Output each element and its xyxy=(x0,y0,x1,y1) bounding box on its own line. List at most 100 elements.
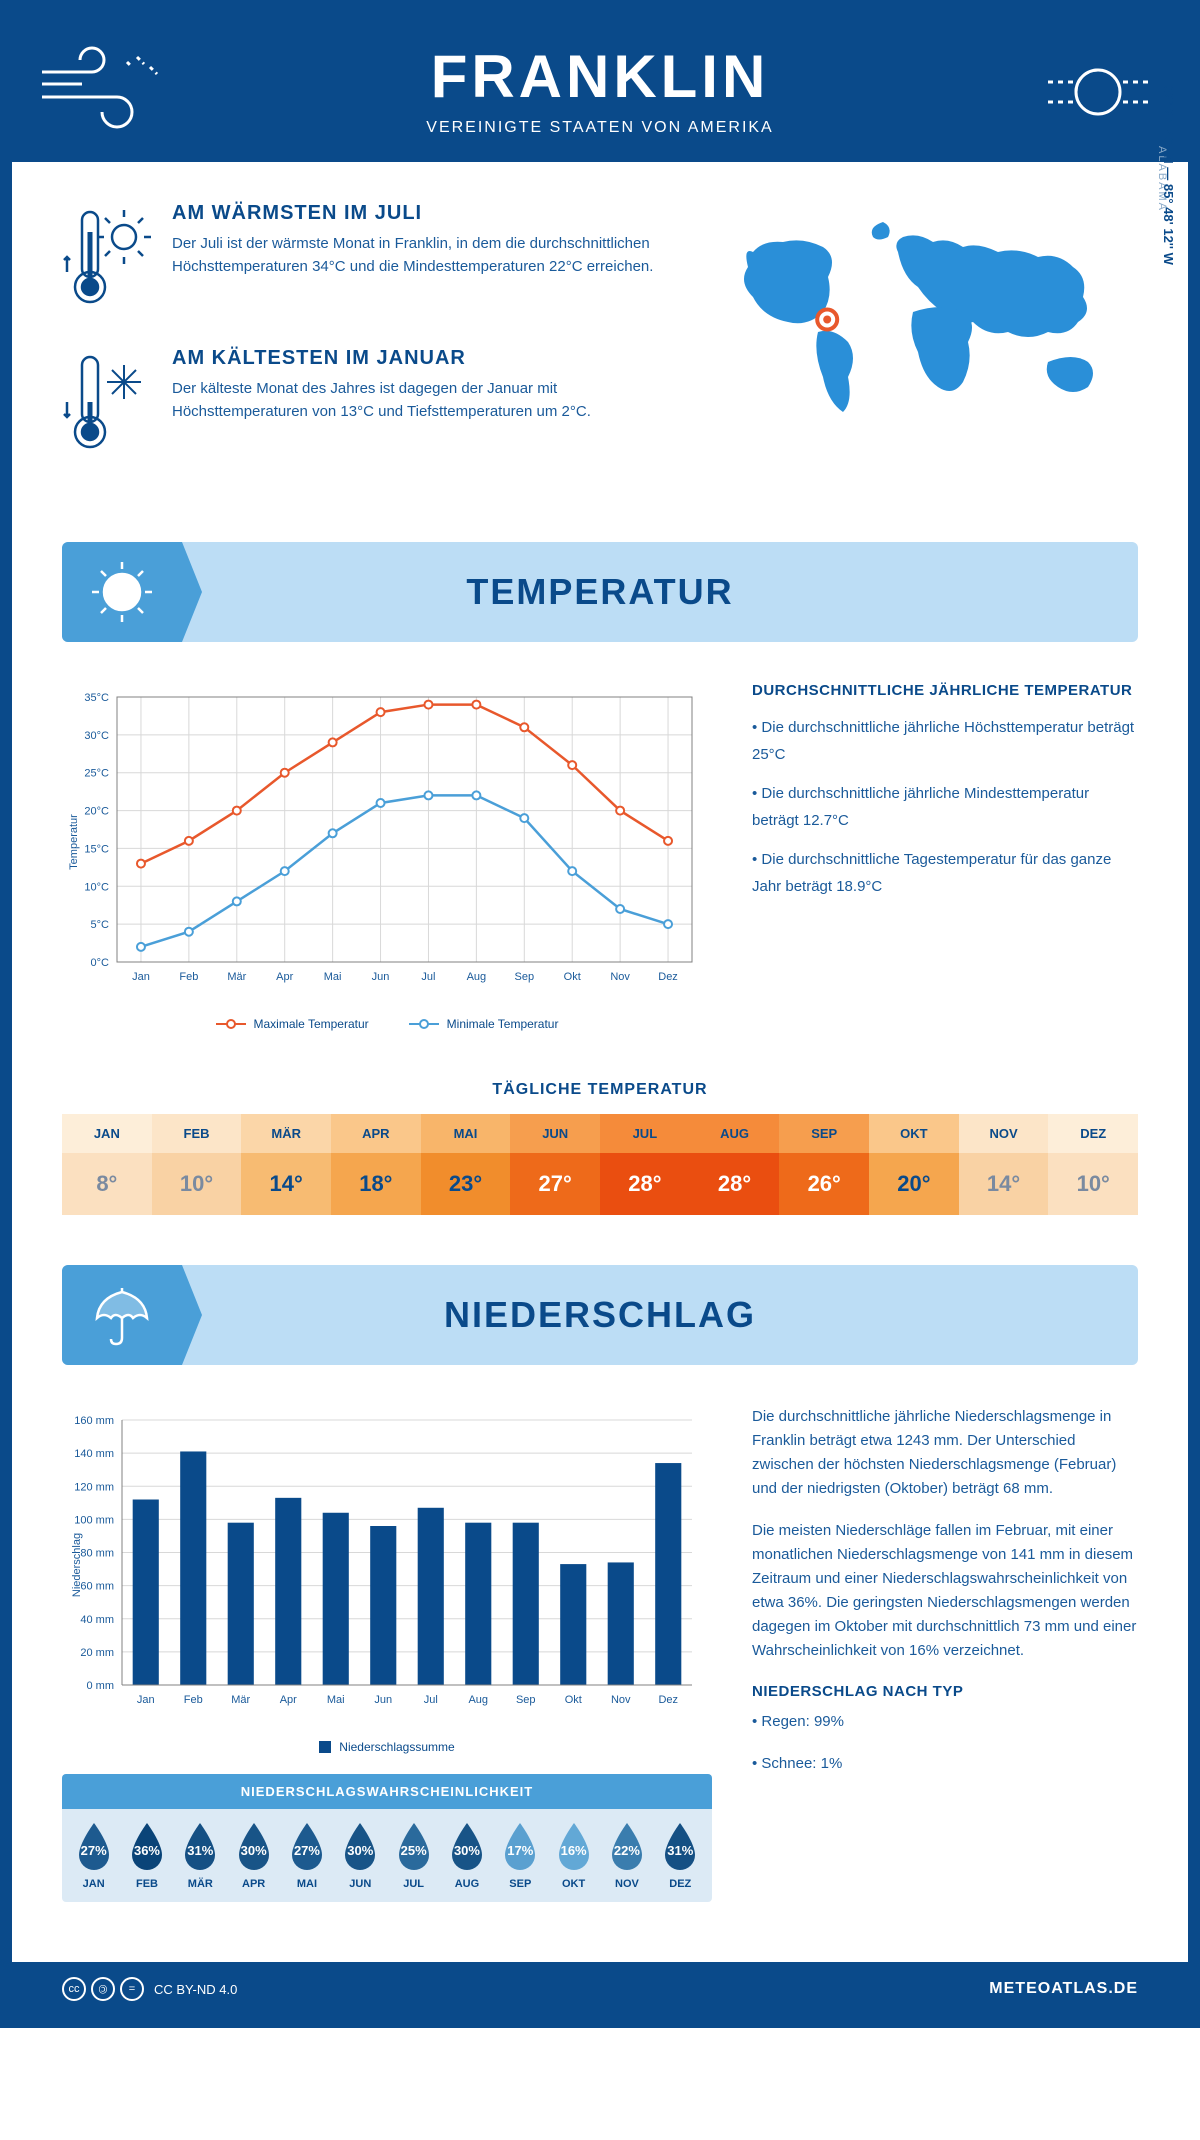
svg-text:Temperatur: Temperatur xyxy=(68,814,80,870)
coordinates: 32° 27' 40'' N — 85° 48' 12'' W xyxy=(1161,86,1176,265)
intro-section: AM WÄRMSTEN IM JULI Der Juli ist der wär… xyxy=(12,162,1188,522)
wind-icon-left xyxy=(32,42,172,142)
svg-text:Mär: Mär xyxy=(231,1694,250,1706)
probability-month: AUG xyxy=(440,1878,493,1890)
temp-table-cell: FEB10° xyxy=(152,1114,242,1215)
temp-table-value: 8° xyxy=(62,1153,152,1215)
temp-table-cell: JUN27° xyxy=(510,1114,600,1215)
svg-text:140 mm: 140 mm xyxy=(74,1448,114,1460)
probability-month: DEZ xyxy=(654,1878,707,1890)
precip-type-title: NIEDERSCHLAG NACH TYP xyxy=(752,1683,1138,1700)
temp-table-month: OKT xyxy=(869,1114,959,1153)
precipitation-section: 0 mm20 mm40 mm60 mm80 mm100 mm120 mm140 … xyxy=(12,1385,1188,1922)
temp-info-point: • Die durchschnittliche Tagestemperatur … xyxy=(752,846,1138,900)
svg-text:Jul: Jul xyxy=(424,1694,438,1706)
svg-text:80 mm: 80 mm xyxy=(80,1548,114,1560)
precipitation-info: Die durchschnittliche jährliche Niedersc… xyxy=(752,1405,1138,1902)
temp-table-month: JUN xyxy=(510,1114,600,1153)
drop-icon: 31% xyxy=(659,1821,701,1873)
svg-text:160 mm: 160 mm xyxy=(74,1415,114,1427)
svg-text:Okt: Okt xyxy=(564,971,581,983)
probability-cell: 22% NOV xyxy=(600,1821,653,1890)
thermometer-hot-icon xyxy=(62,202,152,317)
probability-month: FEB xyxy=(120,1878,173,1890)
svg-text:20 mm: 20 mm xyxy=(80,1647,114,1659)
drop-icon: 30% xyxy=(233,1821,275,1873)
temp-table-value: 27° xyxy=(510,1153,600,1215)
svg-text:Sep: Sep xyxy=(516,1694,536,1706)
thermometer-cold-icon xyxy=(62,347,152,462)
coldest-title: AM KÄLTESTEN IM JANUAR xyxy=(172,347,688,370)
coldest-block: AM KÄLTESTEN IM JANUAR Der kälteste Mona… xyxy=(62,347,688,462)
probability-header: NIEDERSCHLAGSWAHRSCHEINLICHKEIT xyxy=(62,1774,712,1809)
precipitation-chart: 0 mm20 mm40 mm60 mm80 mm100 mm120 mm140 … xyxy=(62,1405,712,1725)
svg-text:Sep: Sep xyxy=(515,971,535,983)
svg-text:35°C: 35°C xyxy=(84,692,109,704)
temp-info-title: DURCHSCHNITTLICHE JÄHRLICHE TEMPERATUR xyxy=(752,682,1138,699)
probability-cell: 30% APR xyxy=(227,1821,280,1890)
temp-table-month: MÄR xyxy=(241,1114,331,1153)
cc-icons: cc 🄯 = xyxy=(62,1977,144,2001)
temperature-info: DURCHSCHNITTLICHE JÄHRLICHE TEMPERATUR •… xyxy=(752,682,1138,1031)
probability-month: MÄR xyxy=(174,1878,227,1890)
warmest-text: Der Juli ist der wärmste Monat in Frankl… xyxy=(172,233,688,278)
svg-text:Jun: Jun xyxy=(374,1694,392,1706)
drop-icon: 17% xyxy=(499,1821,541,1873)
nd-icon: = xyxy=(120,1977,144,2001)
footer: cc 🄯 = CC BY-ND 4.0 METEOATLAS.DE xyxy=(12,1962,1188,2016)
temp-info-point: • Die durchschnittliche jährliche Mindes… xyxy=(752,780,1138,834)
drop-icon: 36% xyxy=(126,1821,168,1873)
temp-table-month: APR xyxy=(331,1114,421,1153)
svg-text:Aug: Aug xyxy=(468,1694,488,1706)
temp-table-value: 10° xyxy=(152,1153,242,1215)
probability-month: MAI xyxy=(280,1878,333,1890)
wind-icon-right xyxy=(1028,42,1168,142)
drop-icon: 22% xyxy=(606,1821,648,1873)
probability-cell: 31% DEZ xyxy=(654,1821,707,1890)
temp-table-cell: SEP26° xyxy=(779,1114,869,1215)
temp-table-month: MAI xyxy=(421,1114,511,1153)
temp-table-value: 23° xyxy=(421,1153,511,1215)
svg-text:Mär: Mär xyxy=(227,971,246,983)
temp-table-cell: JAN8° xyxy=(62,1114,152,1215)
drop-icon: 27% xyxy=(73,1821,115,1873)
probability-month: JAN xyxy=(67,1878,120,1890)
probability-month: JUN xyxy=(334,1878,387,1890)
drop-icon: 16% xyxy=(553,1821,595,1873)
probability-month: SEP xyxy=(494,1878,547,1890)
temp-table-value: 18° xyxy=(331,1153,421,1215)
temp-table-value: 14° xyxy=(241,1153,331,1215)
temp-table-month: SEP xyxy=(779,1114,869,1153)
daily-temp-table: JAN8°FEB10°MÄR14°APR18°MAI23°JUN27°JUL28… xyxy=(62,1114,1138,1215)
svg-text:Apr: Apr xyxy=(280,1694,297,1706)
probability-cell: 25%JUL xyxy=(387,1821,440,1890)
temp-table-cell: NOV14° xyxy=(959,1114,1049,1215)
probability-month: APR xyxy=(227,1878,280,1890)
temperature-section: 0°C5°C10°C15°C20°C25°C30°C35°CJanFebMärA… xyxy=(12,662,1188,1051)
temp-table-value: 14° xyxy=(959,1153,1049,1215)
precip-type-point: • Regen: 99% xyxy=(752,1710,1138,1734)
svg-text:Jan: Jan xyxy=(132,971,150,983)
temp-info-point: • Die durchschnittliche jährliche Höchst… xyxy=(752,714,1138,768)
svg-text:Aug: Aug xyxy=(467,971,487,983)
umbrella-icon xyxy=(62,1265,182,1365)
probability-cell: 27% JAN xyxy=(67,1821,120,1890)
svg-text:Okt: Okt xyxy=(565,1694,582,1706)
probability-cell: 16%OKT xyxy=(547,1821,600,1890)
probability-row: 27% JAN 36% FEB 31% MÄR 30% APR27%MAI30% JUN25%J… xyxy=(62,1809,712,1902)
svg-text:Niederschlag: Niederschlag xyxy=(71,1533,83,1597)
page-frame: FRANKLIN VEREINIGTE STAATEN VON AMERIKA … xyxy=(0,0,1200,2028)
cc-icon: cc xyxy=(62,1977,86,2001)
drop-icon: 30% xyxy=(339,1821,381,1873)
drop-icon: 25% xyxy=(393,1821,435,1873)
temp-table-cell: AUG28° xyxy=(690,1114,780,1215)
probability-month: NOV xyxy=(600,1878,653,1890)
svg-text:Nov: Nov xyxy=(611,1694,631,1706)
precip-text-1: Die durchschnittliche jährliche Niedersc… xyxy=(752,1405,1138,1501)
probability-cell: 27%MAI xyxy=(280,1821,333,1890)
svg-text:30°C: 30°C xyxy=(84,730,109,742)
temp-table-value: 10° xyxy=(1048,1153,1138,1215)
precip-text-2: Die meisten Niederschläge fallen im Febr… xyxy=(752,1519,1138,1663)
temp-table-value: 28° xyxy=(600,1153,690,1215)
svg-text:Dez: Dez xyxy=(658,971,678,983)
